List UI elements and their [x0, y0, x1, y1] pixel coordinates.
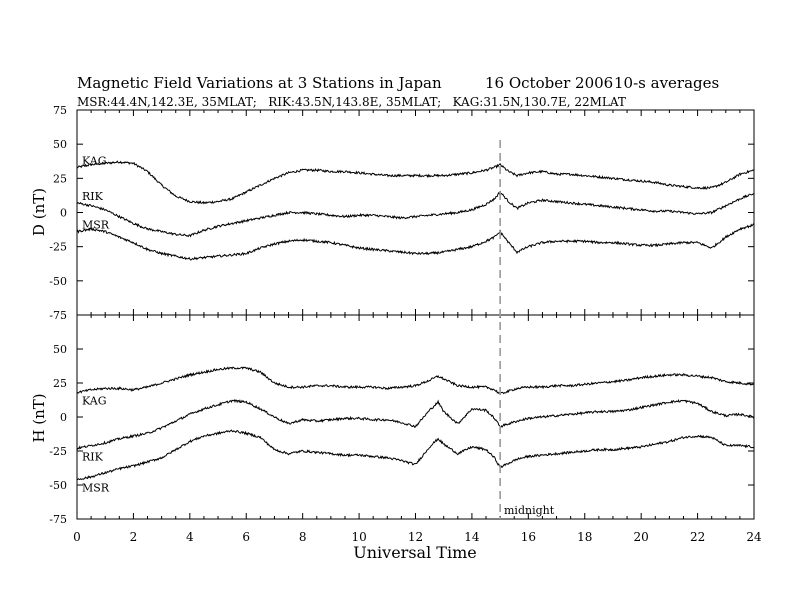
- panel-h-frame: [76, 314, 755, 520]
- series-label-kag: KAG: [82, 154, 107, 167]
- y-tick-label: 25: [53, 172, 67, 185]
- chart-averaging: 10-s averages: [614, 74, 719, 92]
- x-axis-label: Universal Time: [353, 543, 476, 562]
- y-tick-label: 50: [53, 138, 67, 151]
- x-tick-label: 20: [634, 530, 649, 544]
- chart-date: 16 October 2006: [485, 74, 613, 92]
- series-label-rik: RIK: [82, 450, 104, 463]
- y-tick-label: 0: [60, 207, 67, 220]
- series-line-kag: [76, 366, 755, 395]
- y-tick-label: 25: [53, 377, 67, 390]
- x-tick-label: 8: [299, 530, 307, 544]
- x-tick-label: 16: [521, 530, 536, 544]
- panel-h-ylabel: H (nT): [30, 393, 48, 442]
- y-tick-label: -75: [49, 309, 67, 322]
- x-tick-label: 22: [690, 530, 705, 544]
- y-tick-label: 0: [60, 411, 67, 424]
- x-tick-label: 10: [351, 530, 366, 544]
- y-tick-label: 75: [53, 104, 67, 117]
- y-tick-label: -50: [49, 479, 67, 492]
- series-line-msr: [76, 429, 755, 481]
- series-label-msr: MSR: [82, 219, 110, 232]
- chart-title: Magnetic Field Variations at 3 Stations …: [77, 74, 442, 92]
- x-tick-label: 18: [577, 530, 592, 544]
- series-label-msr: MSR: [82, 482, 110, 495]
- y-tick-label: -25: [49, 445, 67, 458]
- x-tick-label: 24: [746, 530, 762, 544]
- panel-d-frame: [76, 109, 755, 316]
- series-line-rik: [76, 399, 755, 450]
- x-tick-label: 12: [408, 530, 423, 544]
- series-line-rik: [76, 190, 755, 238]
- panel-d-ylabel: D (nT): [30, 188, 48, 236]
- series-line-kag: [76, 160, 755, 205]
- y-tick-label: -50: [49, 275, 67, 288]
- midnight-label: midnight: [504, 504, 555, 517]
- series-label-rik: RIK: [82, 190, 104, 203]
- series-label-kag: KAG: [82, 395, 107, 408]
- y-tick-label: 50: [53, 343, 67, 356]
- x-tick-label: 0: [73, 530, 81, 544]
- series-line-msr: [76, 223, 755, 261]
- x-tick-label: 14: [464, 530, 480, 544]
- x-tick-label: 4: [186, 530, 194, 544]
- station-info: MSR:44.4N,142.3E, 35MLAT; RIK:43.5N,143.…: [77, 95, 626, 109]
- x-tick-label: 2: [130, 530, 138, 544]
- x-tick-label: 6: [242, 530, 250, 544]
- y-tick-label: -75: [49, 513, 67, 526]
- y-tick-label: -25: [49, 241, 67, 254]
